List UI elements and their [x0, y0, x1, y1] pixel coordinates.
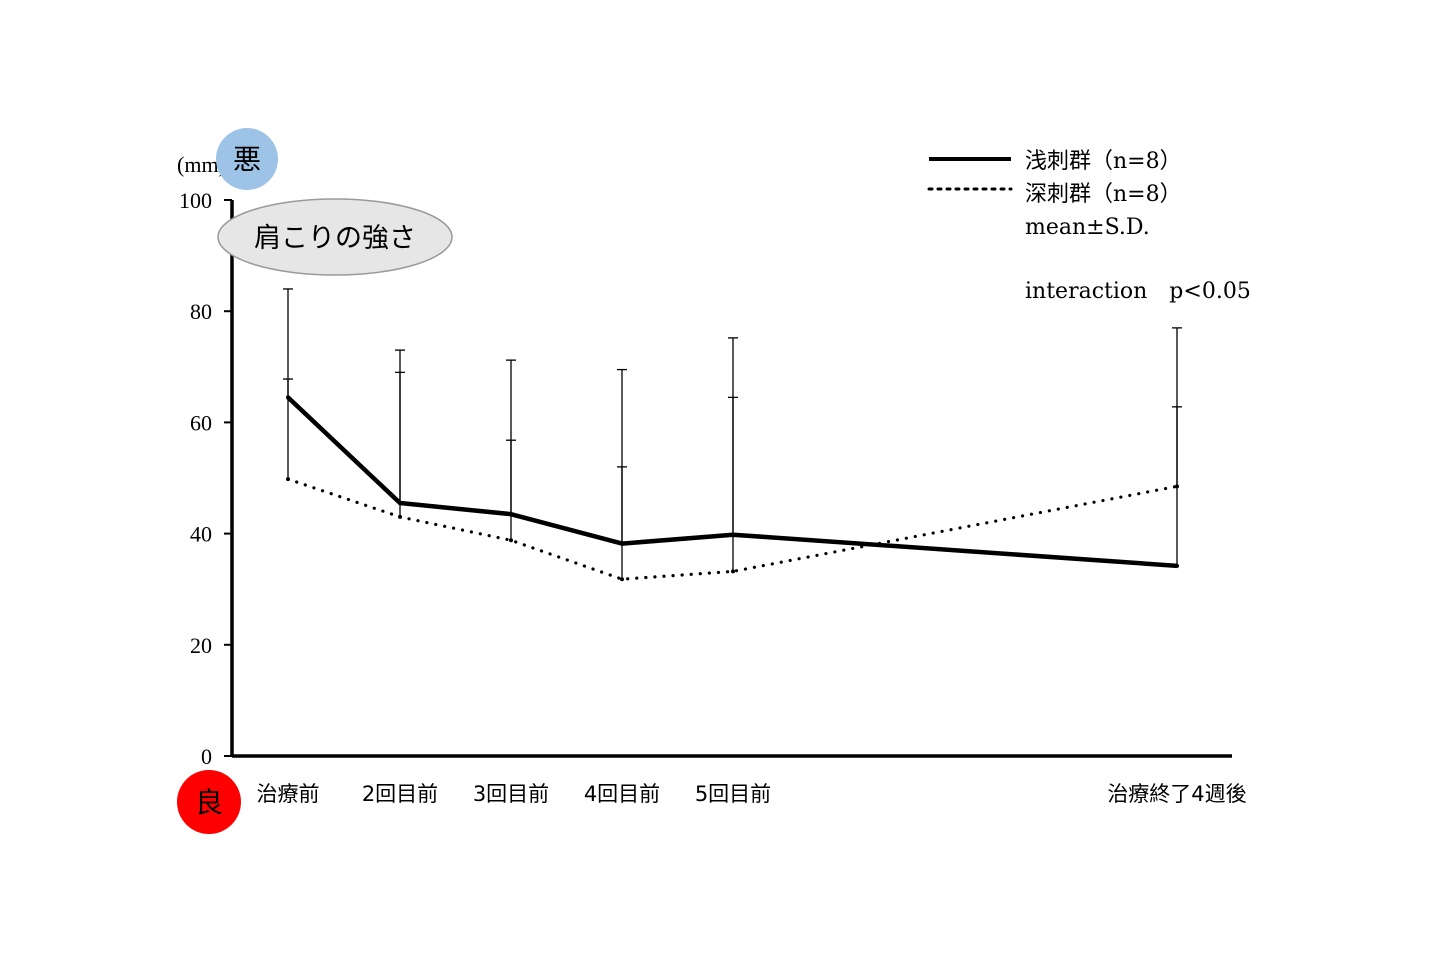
chart-title: 肩こりの強さ: [254, 223, 416, 254]
y-ticks: 0 20 40 60 80 100: [179, 188, 232, 769]
y-tick-label: 100: [179, 188, 212, 213]
x-tick-label: 治療終了4週後: [1107, 782, 1246, 806]
y-tick-label: 0: [201, 744, 212, 769]
badge-good-circle: [177, 770, 241, 834]
badge-good-label: 良: [195, 786, 223, 819]
data-point: [286, 395, 290, 400]
x-tick-label: 治療前: [257, 782, 320, 806]
x-tick-label: 4回目前: [584, 782, 660, 806]
data-point: [620, 541, 624, 546]
legend-mean-sd: mean±S.D.: [1025, 215, 1150, 240]
data-point: [509, 512, 513, 517]
data-point: [398, 501, 402, 506]
series-line-shallow: [286, 395, 1178, 569]
title-ellipse: [217, 198, 453, 276]
data-point: [731, 532, 735, 537]
data-point: [509, 538, 513, 543]
data-point: [398, 514, 402, 519]
data-point: [620, 577, 624, 582]
legend-label-shallow: 浅刺群（n=8）: [1025, 149, 1182, 174]
x-tick-label: 5回目前: [695, 782, 771, 806]
y-tick-label: 80: [190, 299, 212, 324]
data-point: [1175, 563, 1179, 568]
data-point: [731, 569, 735, 574]
error-bars: [283, 288, 1182, 580]
series-lines: [286, 395, 1179, 582]
legend: 浅刺群（n=8） 深刺群（n=8） mean±S.D. interaction …: [927, 149, 1251, 304]
badge-bad-circle: [216, 128, 278, 190]
data-point: [1175, 484, 1179, 489]
data-point: [286, 477, 290, 482]
x-ticks: 治療前 2回目前 3回目前 4回目前 5回目前 治療終了4週後: [257, 782, 1247, 806]
y-tick-label: 60: [190, 410, 212, 435]
legend-label-deep: 深刺群（n=8）: [1025, 182, 1182, 207]
x-tick-label: 3回目前: [473, 782, 549, 806]
y-tick-label: 20: [190, 633, 212, 658]
x-tick-label: 2回目前: [362, 782, 438, 806]
y-tick-label: 40: [190, 522, 212, 547]
badge-bad-label: 悪: [233, 143, 261, 176]
legend-interaction: interaction p<0.05: [1025, 279, 1251, 304]
series-line-deep: [286, 477, 1179, 581]
